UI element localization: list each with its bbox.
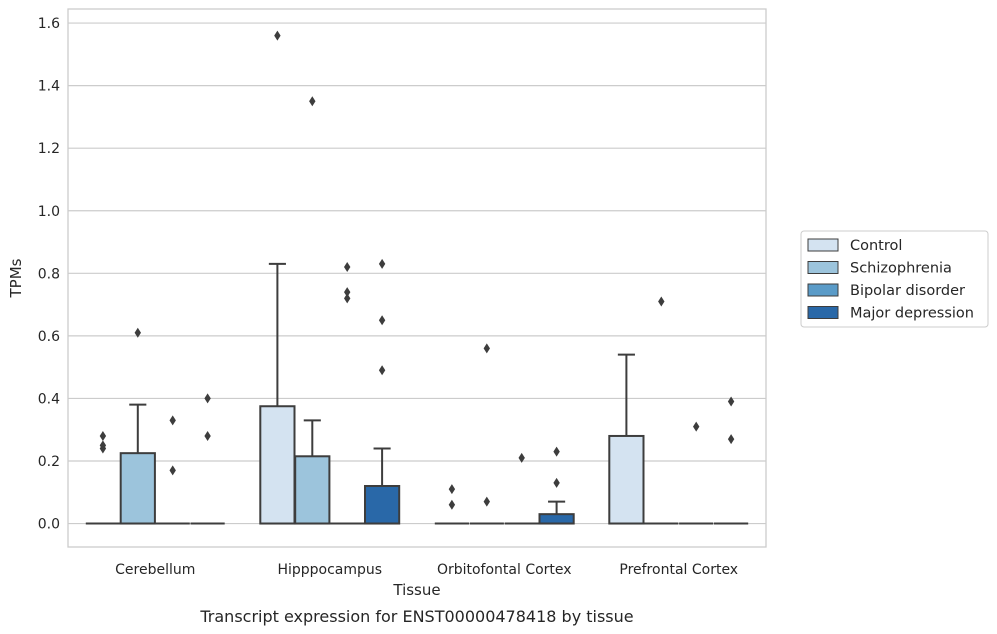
legend-label: Bipolar disorder (850, 283, 965, 299)
box (294, 455, 331, 525)
outlier-point (693, 421, 700, 432)
x-tick-label: Hipppocampus (277, 562, 382, 578)
outlier-point (344, 262, 351, 273)
legend-swatch (807, 238, 839, 252)
legend-label: Major depression (850, 306, 974, 322)
outlier-point (309, 96, 316, 107)
outlier-point (378, 365, 386, 376)
chart-caption: Transcript expression for ENST0000047841… (199, 607, 633, 626)
y-tick-label: 0.6 (38, 329, 60, 345)
legend-label: Control (850, 238, 902, 254)
outlier-point (448, 484, 456, 495)
outlier-point (344, 293, 351, 304)
y-tick-label: 0.8 (38, 266, 60, 282)
box (608, 434, 645, 525)
outlier-point (344, 287, 351, 298)
x-axis-label: Tissue (392, 581, 440, 599)
y-tick-label: 1.6 (38, 16, 60, 32)
outlier-point (99, 430, 107, 441)
y-axis-label: TPMs (7, 258, 25, 298)
y-tick-label: 1.4 (38, 79, 60, 95)
y-tick-label: 1.2 (38, 141, 60, 157)
legend-label: Schizophrenia (850, 261, 952, 277)
y-tick-label: 0.4 (38, 391, 60, 407)
y-tick-label: 1.0 (38, 204, 60, 220)
outlier-point (483, 343, 490, 354)
box (119, 452, 156, 525)
outlier-point (204, 430, 211, 441)
outlier-point (727, 434, 735, 445)
outliers (99, 30, 735, 510)
x-tick-label: Orbitofontal Cortex (437, 562, 572, 578)
plot-frame (67, 8, 767, 548)
box (363, 485, 401, 525)
outlier-point (169, 465, 176, 476)
y-tick-label: 0.2 (38, 454, 60, 470)
legend-swatch (807, 261, 839, 274)
outlier-point (204, 393, 211, 404)
outlier-point (378, 258, 386, 269)
outlier-point (169, 415, 176, 426)
outlier-point (553, 477, 560, 488)
legend-swatch (807, 306, 839, 319)
x-tick-labels: Cerebellum Hipppocampus Orbitofontal Corte… (115, 562, 738, 578)
boxes (85, 262, 749, 525)
outlier-point (134, 327, 141, 338)
outlier-point (483, 496, 490, 507)
outlier-point (448, 499, 456, 510)
outlier-point (99, 440, 107, 451)
box (259, 405, 296, 525)
outlier-point (727, 396, 735, 407)
x-tick-label: Cerebellum (115, 562, 195, 578)
outlier-point (378, 315, 386, 326)
box (538, 513, 575, 525)
y-tick-labels: 0.0 0.2 0.4 0.6 0.8 1.0 1.2 1.4 1.6 (38, 16, 60, 532)
outlier-point (553, 446, 560, 457)
x-tick-label: Prefrontal Cortex (619, 562, 738, 578)
outlier-point (658, 296, 665, 307)
legend: Control Schizophrenia Bipolar disorder Majo… (800, 230, 989, 328)
legend-swatch (807, 283, 839, 297)
gridlines (68, 22, 766, 525)
outlier-point (518, 452, 525, 463)
legend-frame (800, 230, 989, 328)
y-tick-label: 0.0 (38, 517, 60, 533)
outlier-point (274, 30, 281, 41)
